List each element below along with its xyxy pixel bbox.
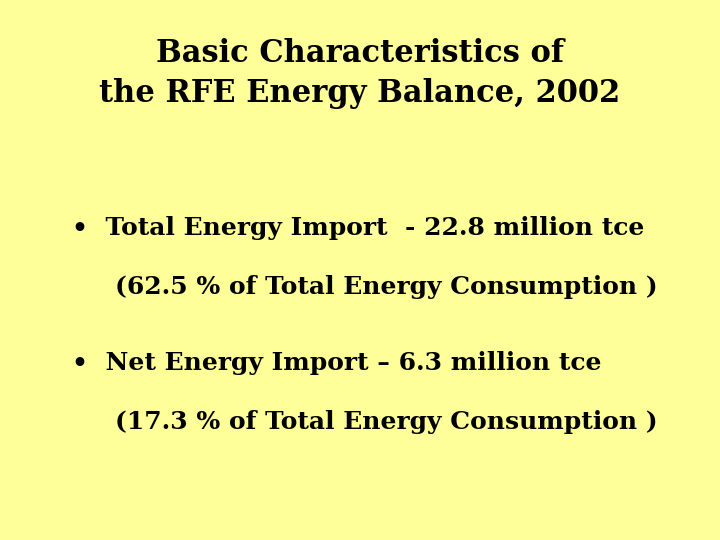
Text: •  Total Energy Import  - 22.8 million tce: • Total Energy Import - 22.8 million tce (72, 216, 644, 240)
Text: (17.3 % of Total Energy Consumption ): (17.3 % of Total Energy Consumption ) (115, 410, 658, 434)
Text: (62.5 % of Total Energy Consumption ): (62.5 % of Total Energy Consumption ) (115, 275, 658, 299)
Text: •  Net Energy Import – 6.3 million tce: • Net Energy Import – 6.3 million tce (72, 351, 601, 375)
Text: Basic Characteristics of
the RFE Energy Balance, 2002: Basic Characteristics of the RFE Energy … (99, 38, 621, 110)
